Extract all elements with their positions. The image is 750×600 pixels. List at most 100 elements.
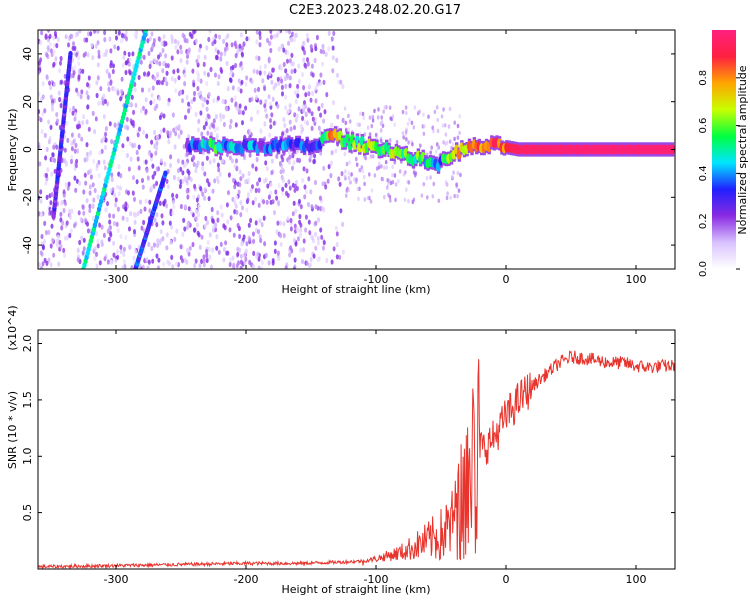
spectrogram-cell [216,49,220,55]
spectrogram-cell [199,185,203,192]
spectrogram-cell [176,158,180,164]
spectrogram-cell [248,97,252,103]
spectrogram-cell [246,192,250,198]
spectrogram-cell [169,162,172,168]
spectrogram-cell [288,30,292,35]
spectrogram-cell [292,159,296,166]
spectrogram-cell [155,222,159,228]
spectrogram-cell [96,194,100,200]
spectrogram-cell [192,161,196,167]
spectrogram-cell [407,140,410,145]
spectrogram-cell [453,120,457,125]
spectrogram-cell [97,49,101,55]
spectrogram-cell [79,94,83,100]
y-tick-label: 1.0 [21,448,34,466]
spectrogram-cell [110,176,114,183]
spectrogram-cell [39,212,43,218]
spectrogram-cell [77,61,81,67]
spectrogram-cell [99,100,103,106]
spectrogram-cell [280,78,284,84]
spectrogram-cell [385,165,389,170]
spectrogram-cell [233,184,237,190]
spectrogram-cell [308,230,312,236]
spectrogram-cell [144,97,148,103]
spectrogram-cell [305,32,309,39]
spectrogram-cell [316,235,320,242]
spectrogram-cell [177,133,181,139]
spectrogram-cell [445,195,449,201]
spectrogram-cell [62,189,66,195]
spectrogram-cell [41,81,45,87]
spectrogram-cell [241,173,245,179]
spectrogram-cell [349,180,352,185]
spectrogram-cell [76,257,80,263]
spectrogram-cell [203,97,207,103]
spectrogram-cell [443,123,447,128]
spectrogram-cell [255,69,259,75]
spectrogram-cell [258,65,262,71]
spectrogram-cell [152,98,156,104]
spectrogram-cell [343,106,347,111]
spectrogram-cell [156,238,160,244]
spectrogram-cell [240,45,244,51]
spectrogram-cell [82,52,86,58]
spectrogram-cell [302,85,306,91]
spectrogram-cell [113,86,117,92]
spectrogram-cell [281,190,285,196]
spectrogram-cell [59,243,63,249]
spectrogram-cell [291,153,295,159]
spectrogram-cell [80,136,84,142]
spectrogram-cell [223,225,227,231]
spectrogram-cell [275,153,279,159]
spectrogram-cell [89,31,93,37]
spectrogram-cell [67,181,71,187]
spectrogram-cell [286,58,289,64]
spectrogram-cell [63,158,66,164]
spectrogram-cell [279,220,282,226]
spectrogram-cell [197,203,201,209]
spectrogram-cell [77,74,81,80]
spectrogram-cell [182,144,186,150]
x-tick-label: -200 [234,273,259,286]
spectrogram-cell [151,85,155,91]
spectrogram-cell [442,107,445,112]
spectrogram-cell [251,200,255,206]
spectrogram-cell [126,152,129,159]
spectrogram-cell [301,104,305,110]
spectrogram-cell [162,127,166,133]
spectrogram-cell [271,199,275,205]
spectrogram-cell [281,168,285,174]
spectrogram-cell [263,121,267,127]
spectrogram-cell [247,170,251,177]
spectrogram-cell [216,162,220,168]
spectrogram-cell [307,219,311,225]
spectrogram-cell [167,101,171,107]
spectrogram-cell [108,121,112,127]
spectrogram-cell [114,197,118,203]
spectrogram-cell [174,44,178,50]
spectrogram-cell [133,32,137,38]
spectrogram-cell [198,47,201,53]
spectrogram-cell [402,135,406,140]
spectrogram-cell [306,120,309,126]
spectrogram-cell [171,264,175,269]
spectrogram-cell [64,235,67,241]
spectrogram-cell [240,241,244,247]
spectrogram-cell [211,188,215,194]
spectrogram-cell [165,81,169,87]
spectrogram-cell [218,171,222,177]
spectrogram-cell [113,122,117,128]
spectrogram-cell [209,131,213,137]
spectrogram-cell [122,251,126,257]
spectrogram-cell [150,139,154,145]
x-tick-label: -200 [234,573,259,586]
spectrogram-cell [102,232,106,238]
spectrogram-cell [447,124,451,129]
spectrogram-cell [128,226,131,232]
spectrogram-cell [178,183,182,189]
spectrogram-cell [283,122,287,128]
spectrogram-cell [286,50,290,56]
spectrogram-cell [363,132,367,137]
spectrogram-cell [155,212,159,218]
spectrogram-cell [186,221,190,227]
